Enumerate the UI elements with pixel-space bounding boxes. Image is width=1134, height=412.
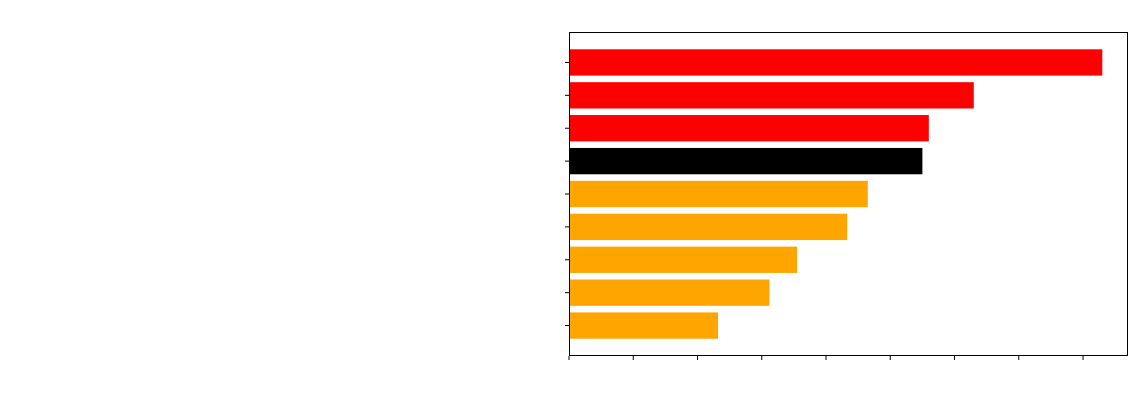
- bar-2: [569, 82, 974, 109]
- plot-area-frame: [569, 32, 1128, 356]
- bars-layer: [569, 49, 1103, 339]
- bar-6: [569, 213, 848, 241]
- bar-1: [569, 49, 1103, 76]
- bar-4: [569, 147, 923, 175]
- bar-9: [569, 312, 719, 339]
- bar-8: [569, 279, 770, 306]
- bar-7: [569, 246, 798, 273]
- bar-5: [569, 180, 868, 208]
- ticks-layer: [565, 61, 1084, 360]
- bar-3: [569, 115, 929, 142]
